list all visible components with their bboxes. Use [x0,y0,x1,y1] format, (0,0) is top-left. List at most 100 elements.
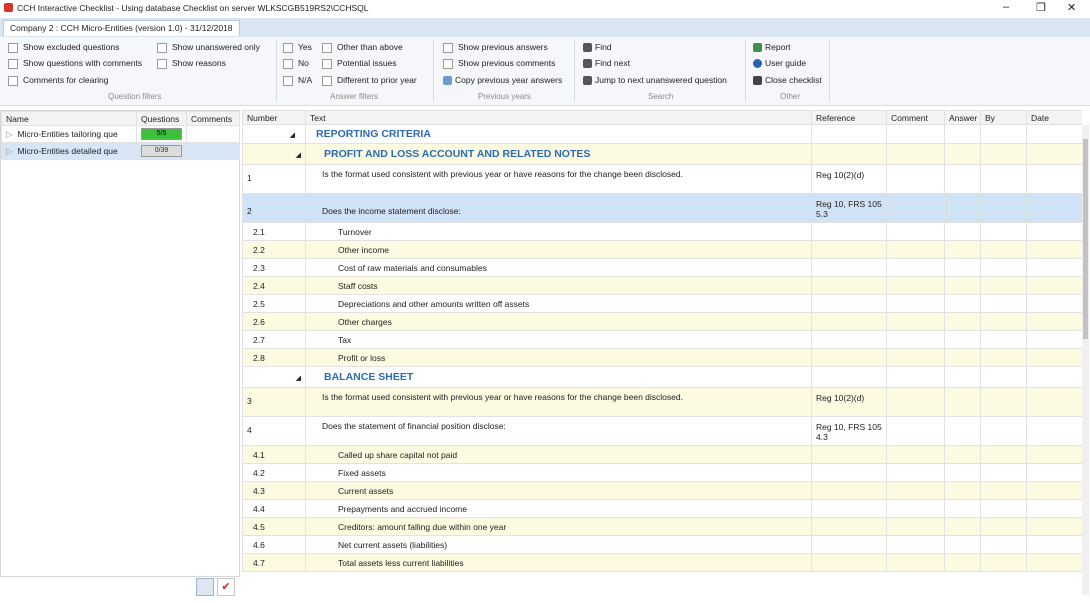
checkbox-option[interactable]: Yes [283,42,312,53]
answer-cell [944,416,981,446]
check-button[interactable]: ✔ [217,578,235,596]
ribbon-button[interactable]: Find [583,42,612,53]
answer-cell [980,387,1027,417]
checkbox-option[interactable]: Show previous comments [443,58,555,69]
sub-question-row[interactable]: 2.8 Profit or loss [242,348,1082,367]
reference: Reg 10, FRS 105 5.3 [816,199,882,219]
empty-cell [1026,143,1082,165]
sub-question-row[interactable]: 4.6 Net current assets (liabilities) [242,535,1082,554]
question-row[interactable]: 3 Is the format used consistent with prev… [242,387,1082,417]
checkbox-option[interactable]: Show questions with comments [8,58,142,69]
checkbox-option[interactable]: Different to prior year [322,75,417,86]
ribbon-button[interactable]: User guide [753,58,806,69]
empty-cell [1026,366,1082,388]
reference: Reg 10(2)(d) [816,170,865,180]
question-row[interactable]: 2 Does the income statement disclose: Reg … [242,193,1082,223]
sub-question-row[interactable]: 4.2 Fixed assets [242,463,1082,482]
question-table: Number Text Reference Comment Answer By Date ◢… [242,110,1082,572]
ribbon-button[interactable]: Jump to next unanswered question [583,75,727,86]
button-label: Report [765,42,791,52]
answer-cell [980,445,1027,464]
question-text: Does the statement of financial position… [322,421,506,431]
answer-cell [944,348,981,367]
question-text: Prepayments and accrued income [338,503,467,514]
sub-question-row[interactable]: 2.5 Depreciations and other amounts writt… [242,294,1082,313]
separator [433,40,434,102]
answer-cell [980,312,1027,331]
checkbox-option[interactable]: Comments for clearing [8,75,109,86]
answer-cell [944,294,981,313]
question-text: Cost of raw materials and consumables [338,262,487,273]
sub-question-row[interactable]: 4.1 Called up share capital not paid [242,445,1082,464]
checkbox-option[interactable]: No [283,58,309,69]
sub-question-row[interactable]: 4.3 Current assets [242,481,1082,500]
reference: Reg 10, FRS 105 4.3 [816,422,882,442]
separator [574,40,575,102]
checkbox-option[interactable]: N/A [283,75,312,86]
question-text-cell: Net current assets (liabilities) [305,535,812,554]
reference-cell: Reg 10(2)(d) [811,387,887,417]
maximize-button[interactable]: ❐ [1036,2,1046,14]
sub-question-row[interactable]: 4.7 Total assets less current liabilities [242,553,1082,572]
checkbox-option[interactable]: Show excluded questions [8,42,119,53]
reference-cell [811,499,887,518]
checkbox-option[interactable]: Show reasons [157,58,226,69]
answer-cell [1026,535,1082,554]
question-text-cell: Current assets [305,481,812,500]
answer-cell [886,312,945,331]
column-header: Name [1,111,137,126]
question-text: Staff costs [338,280,378,291]
answer-cell [1026,240,1082,259]
sub-question-row[interactable]: 4.5 Creditors: amount falling due within … [242,517,1082,536]
reference: Reg 10(2)(d) [816,393,865,403]
answer-cell [944,517,981,536]
progress-cell: 5/5 [136,125,187,143]
answer-cell [944,164,981,194]
ribbon-button[interactable]: Report [753,42,791,53]
question-row[interactable]: 4 Does the statement of financial positio… [242,416,1082,446]
checklist-tab[interactable]: Company 2 : CCH Micro-Entities (version … [3,20,240,36]
sub-question-row[interactable]: 4.4 Prepayments and accrued income [242,499,1082,518]
ribbon-button[interactable]: Copy previous year answers [443,75,562,86]
answer-cell [886,535,945,554]
question-text: Turnover [338,226,372,237]
sub-question-row[interactable]: 2.1 Turnover [242,222,1082,241]
section-row[interactable]: ▷ Micro-Entities tailoring que 5/5 [1,125,240,143]
sub-question-row[interactable]: 2.3 Cost of raw materials and consumables [242,258,1082,277]
answer-cell [980,294,1027,313]
answer-cell [1026,330,1082,349]
sub-question-row[interactable]: 2.6 Other charges [242,312,1082,331]
sub-question-row[interactable]: 2.2 Other income [242,240,1082,259]
close-button[interactable]: ✕ [1067,2,1077,14]
column-header: Comments [186,111,240,126]
section-row[interactable]: ▷ Micro-Entities detailed que 0/39 [1,142,240,160]
checkbox-option[interactable]: Other than above [322,42,403,53]
empty-cell [811,366,887,388]
empty-cell [980,366,1027,388]
question-text: Tax [338,334,352,345]
group-label: Search [648,92,674,101]
checkbox-option[interactable]: Potential issues [322,58,397,69]
question-row[interactable]: 1 Is the format used consistent with prev… [242,164,1082,194]
ribbon-button[interactable]: Find next [583,58,630,69]
ribbon-button[interactable]: Close checklist [753,75,822,86]
reference-cell [811,445,887,464]
question-text-cell: Is the format used consistent with previ… [305,164,812,194]
checkbox-option[interactable]: Show previous answers [443,42,548,53]
minimize-button[interactable]: – [1003,1,1010,13]
question-number: 2.1 [242,222,306,241]
question-text-cell: Creditors: amount falling due within one… [305,517,812,536]
filter-button[interactable] [196,578,214,596]
empty-cell [980,143,1027,165]
answer-cell [980,240,1027,259]
answer-cell [886,517,945,536]
sub-question-row[interactable]: 2.7 Tax [242,330,1082,349]
question-number: 4.6 [242,535,306,554]
section-title-cell: BALANCE SHEET [305,366,812,388]
sub-question-row[interactable]: 2.4 Staff costs [242,276,1082,295]
answer-cell [944,481,981,500]
title-bar: CCH Interactive Checklist - Using databa… [0,0,1090,17]
checkbox-option[interactable]: Show unanswered only [157,42,260,53]
scrollbar[interactable] [1082,125,1089,595]
answer-cell [886,222,945,241]
